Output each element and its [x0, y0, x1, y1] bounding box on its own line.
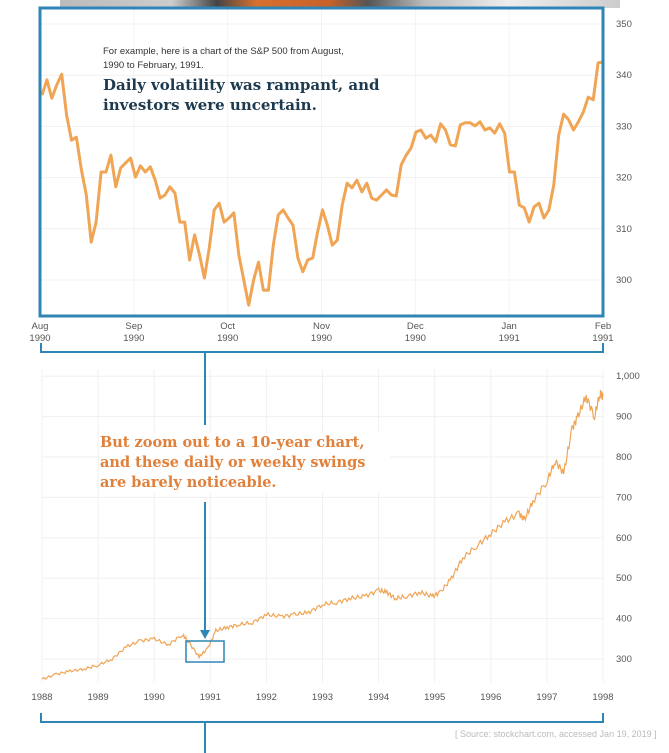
x-tick-month: Aug: [32, 321, 49, 332]
arrow-head-icon: [200, 630, 210, 639]
chart-frame: [38, 6, 605, 318]
x-tick-label: 1991: [200, 692, 221, 703]
y-tick-label: 400: [616, 614, 632, 625]
x-tick-year: 1991: [499, 333, 520, 344]
x-tick-month: Oct: [220, 321, 235, 332]
intro-text: For example, here is a chart of the S&P …: [103, 46, 344, 71]
header-photo: [60, 0, 620, 8]
y-tick-label: 600: [616, 533, 632, 544]
y-tick-label: 300: [616, 654, 632, 665]
x-tick-year: 1990: [405, 333, 426, 344]
y-tick-label: 900: [616, 412, 632, 423]
x-tick-year: 1990: [311, 333, 332, 344]
series-line: [40, 60, 604, 307]
series-line: [41, 389, 604, 680]
y-tick-label: 340: [616, 70, 632, 81]
x-tick-label: 1988: [31, 692, 52, 703]
y-tick-label: 500: [616, 573, 632, 584]
x-tick-label: 1998: [592, 692, 613, 703]
x-tick-month: Nov: [313, 321, 330, 332]
x-tick-month: Dec: [407, 321, 424, 332]
y-tick-label: 1,000: [616, 371, 640, 382]
source-note: [ Source: stockchart.com, accessed Jan 1…: [455, 729, 657, 739]
daily-chart: 300310320330340350Aug1990Sep1990Oct1990N…: [29, 6, 632, 344]
y-tick-label: 350: [616, 19, 632, 30]
y-tick-label: 330: [616, 121, 632, 132]
x-tick-label: 1992: [256, 692, 277, 703]
y-tick-label: 300: [616, 275, 632, 286]
bottom-bracket: [40, 713, 604, 723]
x-tick-year: 1991: [592, 333, 613, 344]
top-bracket: [40, 343, 604, 353]
x-tick-month: Jan: [502, 321, 517, 332]
x-tick-year: 1990: [29, 333, 50, 344]
x-tick-label: 1995: [424, 692, 445, 703]
x-tick-label: 1990: [144, 692, 165, 703]
y-tick-label: 700: [616, 492, 632, 503]
zoom-box: [185, 640, 225, 663]
brackets: [40, 343, 604, 753]
x-tick-label: 1997: [536, 692, 557, 703]
y-tick-label: 310: [616, 224, 632, 235]
x-tick-year: 1990: [123, 333, 144, 344]
y-tick-label: 800: [616, 452, 632, 463]
x-tick-label: 1994: [368, 692, 389, 703]
x-tick-month: Feb: [595, 321, 611, 332]
y-tick-label: 320: [616, 173, 632, 184]
headline: Daily volatility was rampant, and invest…: [103, 76, 380, 114]
x-tick-label: 1993: [312, 692, 333, 703]
x-tick-label: 1989: [88, 692, 109, 703]
annotation: But zoom out to a 10-year chart, and the…: [100, 433, 390, 493]
x-tick-month: Sep: [125, 321, 142, 332]
ten-year-chart: 300 400 500 600 700 800 900 1,000 1988 1989 1990 19…: [31, 370, 640, 703]
x-tick-label: 1996: [480, 692, 501, 703]
x-tick-year: 1990: [217, 333, 238, 344]
